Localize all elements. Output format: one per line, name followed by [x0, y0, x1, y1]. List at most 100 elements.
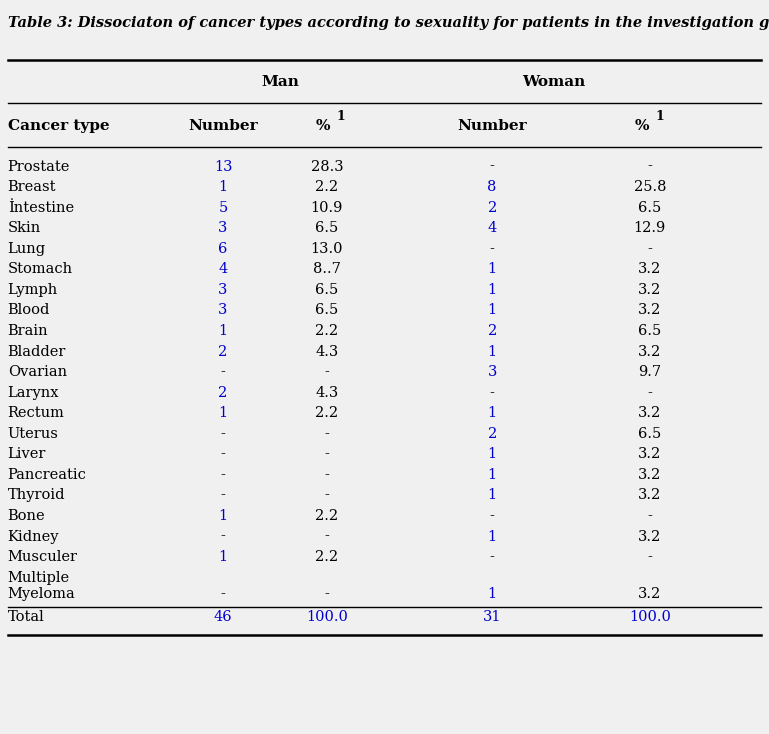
Text: Bone: Bone — [8, 509, 45, 523]
Text: 3: 3 — [218, 221, 228, 236]
Text: 3: 3 — [218, 283, 228, 297]
Text: 31: 31 — [483, 610, 501, 624]
Text: Brain: Brain — [8, 324, 48, 338]
Text: 100.0: 100.0 — [629, 610, 671, 624]
Text: Musculer: Musculer — [8, 550, 78, 564]
Text: -: - — [325, 447, 329, 462]
Text: -: - — [325, 488, 329, 503]
Text: 3.2: 3.2 — [638, 488, 661, 503]
Text: Number: Number — [458, 119, 527, 134]
Text: Kidney: Kidney — [8, 529, 59, 544]
Text: 1: 1 — [218, 180, 228, 195]
Text: -: - — [221, 426, 225, 441]
Text: 4: 4 — [218, 262, 228, 277]
Text: -: - — [221, 488, 225, 503]
Text: 3: 3 — [488, 365, 497, 379]
Text: Man: Man — [261, 75, 300, 90]
Text: 3.2: 3.2 — [638, 262, 661, 277]
Text: 2.2: 2.2 — [315, 406, 338, 421]
Text: 4: 4 — [488, 221, 497, 236]
Text: Myeloma: Myeloma — [8, 587, 75, 601]
Text: -: - — [325, 587, 329, 601]
Text: -: - — [490, 509, 494, 523]
Text: 1: 1 — [656, 110, 664, 123]
Text: Number: Number — [188, 119, 258, 134]
Text: 3.2: 3.2 — [638, 447, 661, 462]
Text: Table 3: Dissociaton of cancer types according to sexuality for patients in the : Table 3: Dissociaton of cancer types acc… — [8, 16, 769, 30]
Text: 25.8: 25.8 — [634, 180, 666, 195]
Text: 1: 1 — [218, 406, 228, 421]
Text: 1: 1 — [488, 488, 497, 503]
Text: 5: 5 — [218, 200, 228, 215]
Text: Pancreatic: Pancreatic — [8, 468, 87, 482]
Text: -: - — [221, 447, 225, 462]
Text: 13.0: 13.0 — [311, 241, 343, 256]
Text: 1: 1 — [488, 283, 497, 297]
Text: 8..7: 8..7 — [313, 262, 341, 277]
Text: Stomach: Stomach — [8, 262, 73, 277]
Text: 1: 1 — [218, 509, 228, 523]
Text: -: - — [325, 468, 329, 482]
Text: 2: 2 — [218, 344, 228, 359]
Text: Total: Total — [8, 610, 45, 624]
Text: Woman: Woman — [522, 75, 585, 90]
Text: -: - — [647, 241, 652, 256]
Text: -: - — [490, 385, 494, 400]
Text: 6: 6 — [218, 241, 228, 256]
Text: 2.2: 2.2 — [315, 509, 338, 523]
Text: 10.9: 10.9 — [311, 200, 343, 215]
Text: Ovarian: Ovarian — [8, 365, 67, 379]
Text: 1: 1 — [488, 447, 497, 462]
Text: 1: 1 — [218, 550, 228, 564]
Text: Prostate: Prostate — [8, 159, 70, 174]
Text: 1: 1 — [218, 324, 228, 338]
Text: 6.5: 6.5 — [315, 283, 338, 297]
Text: -: - — [325, 426, 329, 441]
Text: 12.9: 12.9 — [634, 221, 666, 236]
Text: 4.3: 4.3 — [315, 344, 338, 359]
Text: %: % — [634, 119, 649, 134]
Text: -: - — [221, 365, 225, 379]
Text: 3.2: 3.2 — [638, 406, 661, 421]
Text: 2: 2 — [488, 426, 497, 441]
Text: 6.5: 6.5 — [315, 303, 338, 318]
Text: 6.5: 6.5 — [638, 200, 661, 215]
Text: Multiple: Multiple — [8, 570, 70, 585]
Text: İntestine: İntestine — [8, 200, 74, 215]
Text: -: - — [325, 365, 329, 379]
Text: 2.2: 2.2 — [315, 550, 338, 564]
Text: 3: 3 — [218, 303, 228, 318]
Text: 2.2: 2.2 — [315, 324, 338, 338]
Text: 1: 1 — [488, 529, 497, 544]
Text: 2: 2 — [488, 324, 497, 338]
Text: 13: 13 — [214, 159, 232, 174]
Text: 1: 1 — [488, 587, 497, 601]
Text: Uterus: Uterus — [8, 426, 58, 441]
Text: 3.2: 3.2 — [638, 344, 661, 359]
Text: 1: 1 — [488, 468, 497, 482]
Text: -: - — [490, 550, 494, 564]
Text: Breast: Breast — [8, 180, 56, 195]
Text: -: - — [490, 241, 494, 256]
Text: 1: 1 — [488, 303, 497, 318]
Text: 3.2: 3.2 — [638, 283, 661, 297]
Text: Skin: Skin — [8, 221, 41, 236]
Text: 8: 8 — [488, 180, 497, 195]
Text: -: - — [647, 385, 652, 400]
Text: 6.5: 6.5 — [638, 324, 661, 338]
Text: -: - — [647, 159, 652, 174]
Text: 2: 2 — [218, 385, 228, 400]
Text: -: - — [490, 159, 494, 174]
Text: Lung: Lung — [8, 241, 46, 256]
Text: -: - — [221, 529, 225, 544]
Text: 9.7: 9.7 — [638, 365, 661, 379]
Text: Blood: Blood — [8, 303, 50, 318]
Text: 1: 1 — [488, 262, 497, 277]
Text: 1: 1 — [337, 110, 345, 123]
Text: 28.3: 28.3 — [311, 159, 343, 174]
Text: %: % — [315, 119, 330, 134]
Text: Cancer type: Cancer type — [8, 119, 109, 134]
Text: 3.2: 3.2 — [638, 303, 661, 318]
Text: -: - — [647, 509, 652, 523]
Text: Bladder: Bladder — [8, 344, 66, 359]
